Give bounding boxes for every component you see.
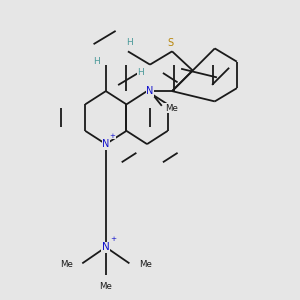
Text: H: H xyxy=(137,68,144,77)
Text: Me: Me xyxy=(99,282,112,291)
Text: Me: Me xyxy=(139,260,152,269)
Text: Me: Me xyxy=(60,260,73,269)
Text: N: N xyxy=(102,242,110,252)
Text: Me: Me xyxy=(165,104,178,113)
Text: +: + xyxy=(110,133,116,139)
Text: N: N xyxy=(146,86,154,96)
Text: +: + xyxy=(110,236,116,242)
Text: H: H xyxy=(93,57,100,66)
Text: N: N xyxy=(102,139,110,149)
Text: H: H xyxy=(126,38,133,47)
Text: S: S xyxy=(167,38,174,48)
